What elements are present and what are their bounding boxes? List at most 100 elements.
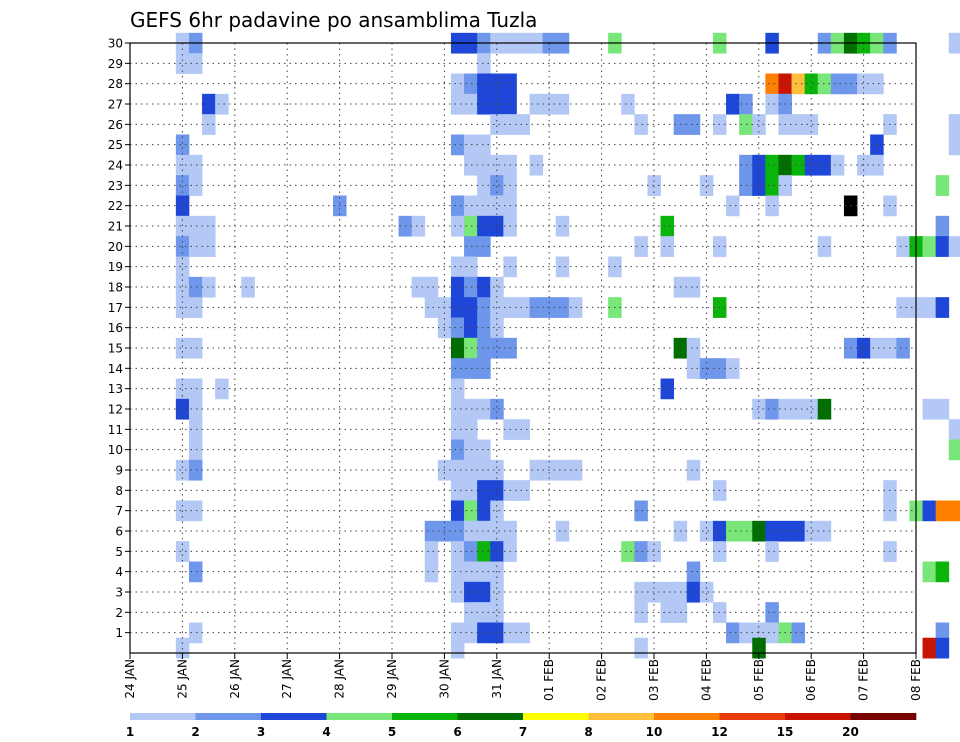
x-tick-label: 25 JAN	[175, 659, 189, 699]
heatmap-cell	[870, 134, 884, 156]
heatmap-cell	[464, 276, 478, 298]
heatmap-cell	[450, 378, 465, 400]
heatmap-cell	[175, 53, 190, 74]
y-tick-label: 23	[108, 179, 123, 193]
heatmap-cell	[739, 520, 753, 542]
heatmap-cell	[765, 175, 779, 196]
heatmap-cell	[477, 236, 491, 257]
heatmap-cell	[765, 602, 779, 623]
y-tick-label: 14	[108, 362, 123, 376]
colorbar-swatch	[130, 713, 196, 720]
heatmap-cell	[450, 520, 465, 542]
heatmap-cell	[477, 581, 491, 603]
heatmap-cell	[686, 337, 701, 359]
heatmap-cell	[464, 93, 478, 115]
heatmap-cell	[948, 134, 960, 156]
heatmap-cell	[752, 114, 766, 135]
colorbar-swatch	[392, 713, 458, 720]
heatmap-cell	[188, 175, 203, 196]
heatmap-cell	[477, 459, 491, 481]
heatmap-cell	[450, 581, 465, 603]
heatmap-cell	[188, 276, 203, 298]
colorbar-label: 8	[584, 725, 592, 739]
y-tick-label: 25	[108, 138, 123, 152]
y-tick-label: 20	[108, 240, 123, 254]
heatmap-cell	[699, 175, 714, 196]
heatmap-cell	[739, 93, 753, 115]
x-tick-label: 03 FEB	[647, 659, 661, 701]
heatmap-cell	[555, 256, 570, 278]
heatmap-cell	[215, 93, 229, 115]
heatmap-cell	[752, 398, 766, 420]
heatmap-cell	[477, 622, 491, 644]
heatmap-cell	[857, 337, 871, 359]
heatmap-cell	[477, 317, 491, 339]
heatmap-cell	[948, 236, 960, 257]
heatmap-cell	[634, 500, 648, 522]
chart-title: GEFS 6hr padavine po ansamblima Tuzla	[130, 8, 537, 32]
x-tick-label: 07 FEB	[857, 659, 871, 701]
heatmap-cell	[202, 93, 216, 115]
heatmap-cell	[464, 337, 478, 359]
heatmap-cell	[555, 215, 570, 237]
heatmap-cell	[621, 541, 635, 562]
heatmap-cell	[464, 398, 478, 420]
heatmap-cell	[477, 439, 491, 461]
heatmap-cell	[450, 195, 465, 217]
heatmap-cell	[464, 480, 478, 501]
heatmap-cell	[765, 520, 779, 542]
heatmap-cell	[477, 561, 491, 583]
heatmap-cell	[477, 73, 491, 95]
heatmap-cell	[464, 419, 478, 440]
heatmap-cell	[188, 419, 203, 440]
heatmap-cell	[477, 398, 491, 420]
heatmap-cell	[464, 500, 478, 522]
heatmap-cell	[188, 561, 203, 583]
heatmap-cell	[791, 622, 806, 644]
heatmap-cell	[529, 297, 544, 318]
x-tick-label: 05 FEB	[752, 659, 766, 701]
colorbar-swatch	[654, 713, 720, 720]
heatmap-cell	[896, 337, 910, 359]
grid-lines	[130, 42, 916, 653]
heatmap-cell	[450, 419, 465, 440]
heatmap-cell	[752, 175, 766, 196]
heatmap-cell	[424, 541, 439, 562]
colorbar-swatch	[195, 713, 262, 720]
y-tick-label: 21	[108, 220, 123, 234]
y-tick-label: 17	[108, 301, 123, 315]
heatmap-cell	[241, 276, 255, 298]
x-tick-label: 24 JAN	[123, 659, 137, 699]
heatmap-cell	[935, 398, 950, 420]
y-tick-label: 9	[115, 464, 123, 478]
heatmap-cell	[490, 398, 504, 420]
heatmap-cell	[935, 637, 950, 659]
heatmap-cell	[922, 561, 937, 583]
heatmap-cell	[870, 154, 884, 176]
heatmap-cell	[175, 276, 190, 298]
heatmap-cell	[726, 520, 740, 542]
y-tick-label: 24	[108, 159, 123, 173]
heatmap-cell	[948, 439, 960, 461]
heatmap-cell	[634, 541, 648, 562]
heatmap-cell	[464, 520, 478, 542]
heatmap-cell	[490, 520, 504, 542]
heatmap-cell	[450, 317, 465, 339]
heatmap-cell	[726, 622, 740, 644]
heatmap-cell	[660, 581, 675, 603]
heatmap-cell	[765, 73, 779, 95]
heatmap-cell	[804, 398, 819, 420]
heatmap-cell	[477, 480, 491, 501]
heatmap-cell	[804, 114, 819, 135]
heatmap-cell	[188, 398, 203, 420]
x-tick-label: 26 JAN	[228, 659, 242, 699]
heatmap-cell	[188, 236, 203, 257]
heatmap-cell	[804, 520, 819, 542]
heatmap-cell	[791, 154, 806, 176]
heatmap-cell	[830, 154, 845, 176]
y-tick-label: 26	[108, 118, 123, 132]
y-tick-label: 6	[115, 525, 123, 539]
y-tick-label: 30	[108, 37, 123, 51]
y-tick-label: 7	[115, 504, 123, 518]
